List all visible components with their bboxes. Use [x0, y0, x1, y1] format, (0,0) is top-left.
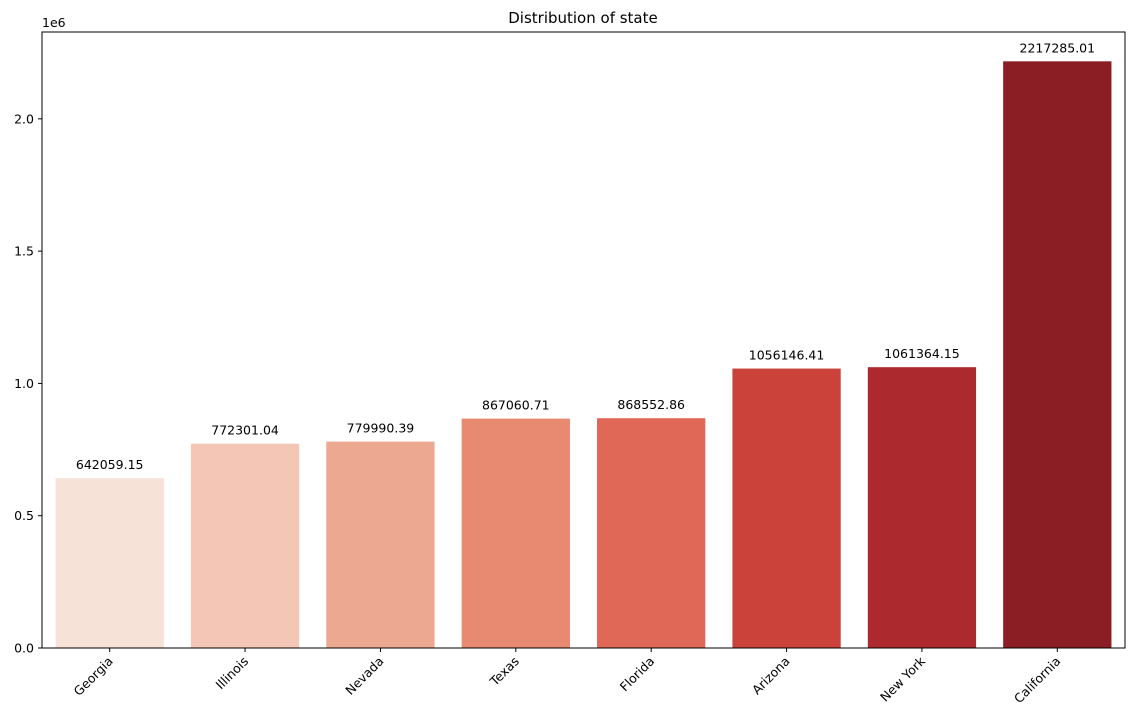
- chart-title: Distribution of state: [508, 9, 658, 27]
- bar-california: [1003, 61, 1112, 649]
- x-tick-label: Florida: [617, 654, 658, 695]
- y-tick-label: 1.5: [14, 244, 34, 259]
- bar-texas: [461, 418, 570, 648]
- y-tick-label: 2.0: [14, 111, 34, 126]
- x-tick-label: Nevada: [342, 654, 386, 698]
- y-tick-label: 1.0: [14, 376, 34, 391]
- plot-frame: [41, 31, 1126, 649]
- x-tick-label: Texas: [486, 654, 522, 690]
- y-tick-label: 0.0: [14, 641, 34, 656]
- bar-arizona: [732, 368, 841, 648]
- bar-florida: [597, 418, 706, 648]
- data-label: 868552.86: [617, 397, 685, 412]
- data-label: 1056146.41: [749, 348, 825, 363]
- data-labels-layer: 642059.15 772301.04 779990.39 867060.71 8685…: [76, 40, 1095, 472]
- bar-illinois: [190, 443, 300, 648]
- data-label: 2217285.01: [1020, 40, 1096, 55]
- x-tick-label: Illinois: [213, 654, 252, 693]
- bar-new-york: [867, 367, 977, 648]
- x-tick-label: Arizona: [749, 654, 793, 698]
- bars-layer: [55, 61, 1112, 649]
- data-label: 1061364.15: [884, 346, 960, 361]
- data-label: 642059.15: [76, 457, 144, 472]
- x-tick-label: New York: [877, 653, 929, 705]
- y-axis-offset-label: 1e6: [42, 15, 66, 30]
- y-tick-label: 0.5: [14, 508, 34, 523]
- x-tick-label: Georgia: [71, 654, 116, 699]
- x-tick-label: California: [1011, 654, 1064, 707]
- data-label: 779990.39: [347, 421, 415, 436]
- data-label: 867060.71: [482, 398, 550, 413]
- bar-nevada: [326, 441, 435, 648]
- data-label: 772301.04: [211, 423, 279, 438]
- bar-georgia: [55, 478, 164, 648]
